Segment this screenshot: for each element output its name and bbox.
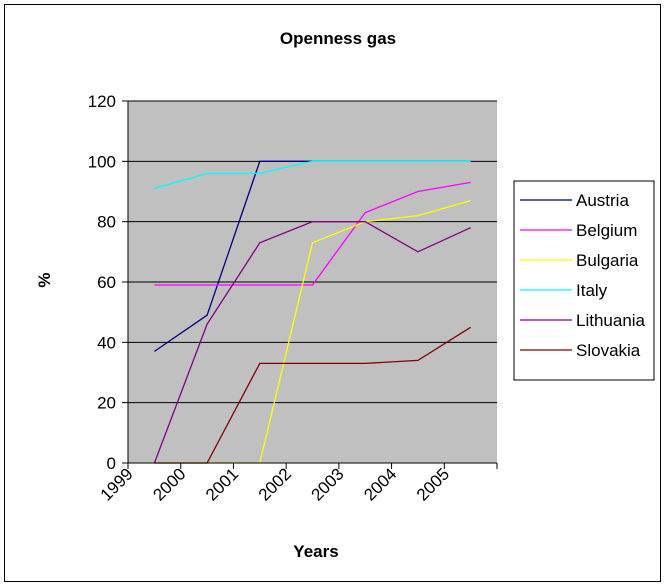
x-tick-label: 2001	[202, 464, 242, 504]
y-tick-label: 120	[88, 92, 116, 111]
y-tick-label: 60	[97, 273, 116, 292]
x-tick-label: 2000	[149, 464, 189, 504]
y-tick-label: 100	[88, 152, 116, 171]
legend-label: Lithuania	[576, 311, 646, 330]
x-tick-label: 2003	[308, 464, 348, 504]
y-tick-label: 20	[97, 394, 116, 413]
x-tick-labels: 1999 2000 2001 2002 2003 2004 2005	[97, 463, 497, 505]
y-axis-label: %	[35, 272, 54, 287]
legend-label: Austria	[576, 191, 629, 210]
y-tick-labels: 0 20 40 60 80 100 120	[88, 92, 128, 473]
y-tick-label: 0	[107, 454, 116, 473]
legend-label: Italy	[576, 281, 608, 300]
legend-label: Slovakia	[576, 341, 641, 360]
x-tick-label: 2005	[413, 464, 453, 504]
y-tick-label: 80	[97, 213, 116, 232]
x-axis-label: Years	[293, 542, 338, 561]
legend-label: Belgium	[576, 221, 637, 240]
chart-title: Openness gas	[280, 29, 396, 48]
legend-label: Bulgaria	[576, 251, 639, 270]
y-tick-label: 40	[97, 333, 116, 352]
x-tick-label: 1999	[97, 464, 137, 504]
legend: Austria Belgium Bulgaria Italy Lithuania Slov…	[514, 181, 654, 380]
x-tick-label: 2004	[360, 464, 400, 504]
x-tick-label: 2002	[255, 464, 295, 504]
